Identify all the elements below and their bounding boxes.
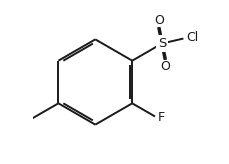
Text: O: O — [160, 60, 169, 73]
Text: S: S — [157, 37, 166, 50]
Text: F: F — [157, 111, 164, 124]
Text: Cl: Cl — [185, 31, 198, 44]
Text: O: O — [153, 14, 163, 27]
